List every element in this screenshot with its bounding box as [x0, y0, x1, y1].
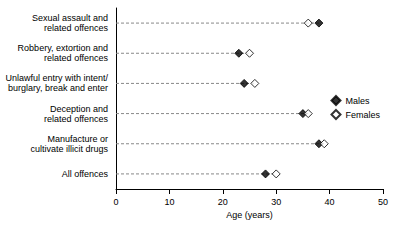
svg-text:20: 20 — [218, 197, 228, 207]
svg-text:10: 10 — [164, 197, 174, 207]
svg-text:Unlawful entry with intent/: Unlawful entry with intent/ — [5, 73, 108, 83]
svg-text:Females: Females — [345, 110, 380, 120]
svg-text:0: 0 — [113, 197, 118, 207]
svg-text:Age (years): Age (years) — [226, 210, 273, 220]
svg-text:Sexual assault and: Sexual assault and — [32, 13, 108, 23]
svg-text:Deception and: Deception and — [50, 104, 108, 114]
svg-text:related offences: related offences — [44, 23, 108, 33]
svg-text:Robbery, extortion and: Robbery, extortion and — [18, 43, 108, 53]
svg-text:related offences: related offences — [44, 114, 108, 124]
svg-text:Males: Males — [345, 96, 370, 106]
svg-text:All offences: All offences — [62, 169, 109, 179]
svg-text:30: 30 — [271, 197, 281, 207]
svg-text:50: 50 — [378, 197, 388, 207]
svg-text:cultivate illicit drugs: cultivate illicit drugs — [30, 144, 108, 154]
svg-text:related offences: related offences — [44, 53, 108, 63]
svg-text:40: 40 — [325, 197, 335, 207]
svg-text:burglary, break and enter: burglary, break and enter — [8, 83, 108, 93]
svg-text:Manufacture or: Manufacture or — [47, 134, 108, 144]
